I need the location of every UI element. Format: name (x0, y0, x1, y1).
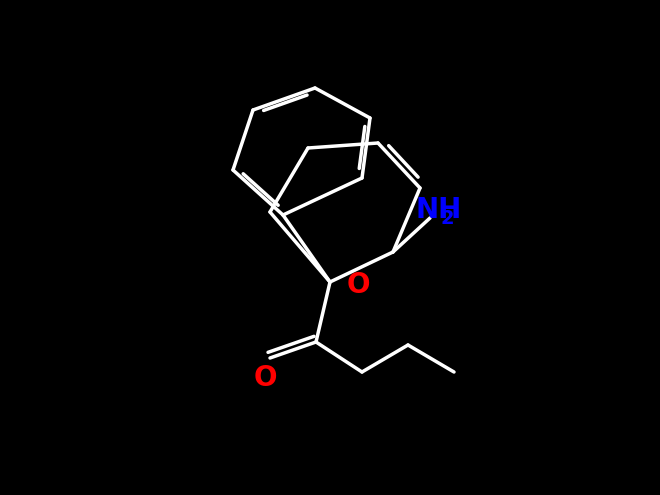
Text: NH: NH (415, 196, 461, 224)
Text: O: O (346, 271, 370, 299)
Text: 2: 2 (441, 208, 455, 228)
Text: O: O (253, 364, 277, 392)
